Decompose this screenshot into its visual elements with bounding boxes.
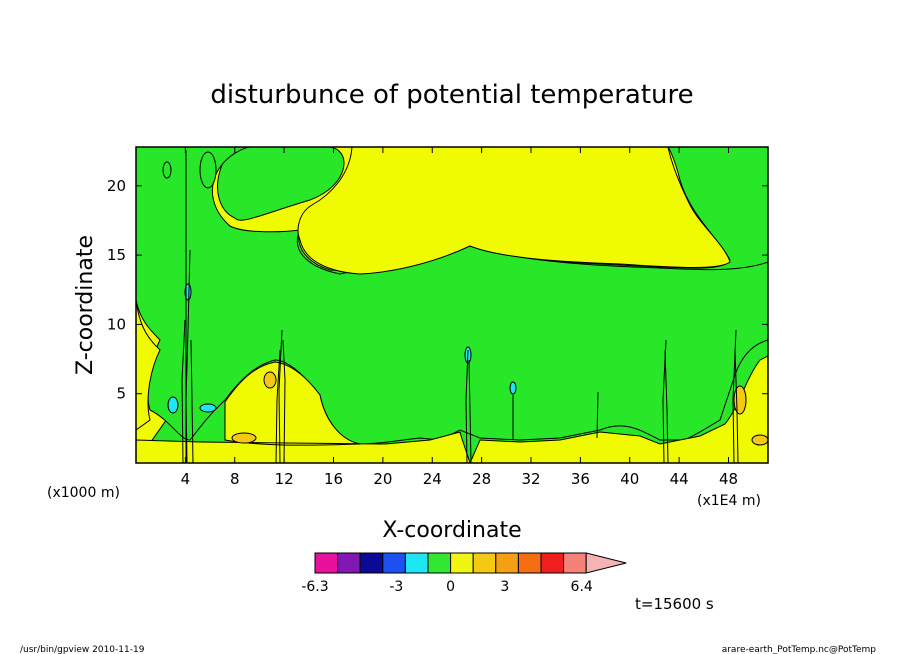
colorbar-box xyxy=(337,552,361,574)
plumes xyxy=(181,249,739,463)
colorbar-box xyxy=(314,552,339,574)
x-tick-label: 16 xyxy=(324,470,343,488)
colorbar-box xyxy=(495,552,519,574)
colorbar-box xyxy=(540,552,565,574)
y-tick-label: 5 xyxy=(116,385,126,403)
contour-region-upper-yellow xyxy=(297,147,731,275)
colorbar-tick-label: 3 xyxy=(500,579,509,595)
contour-region-bottom-yellow xyxy=(136,299,768,463)
colorbar-box xyxy=(517,552,542,574)
x-tick-label: 12 xyxy=(275,470,294,488)
y-tick-label: 15 xyxy=(107,246,126,264)
warm-blob xyxy=(263,371,277,389)
green-island xyxy=(162,161,172,179)
colorbar-box xyxy=(427,552,452,574)
colorbar xyxy=(314,552,627,574)
warm-blob xyxy=(231,432,257,444)
cool-blob xyxy=(167,396,179,414)
colorbar-arrow xyxy=(585,552,627,574)
x-unit-label: (x1000 m) xyxy=(47,485,120,501)
y-tick-label: 10 xyxy=(107,315,126,333)
footer-left: /usr/bin/gpview 2010-11-19 xyxy=(20,645,145,654)
colorbar-tick-label: 6.4 xyxy=(571,579,593,595)
colorbar-box xyxy=(404,552,429,574)
footer-right: arare-earth_PotTemp.nc@PotTemp xyxy=(722,645,877,654)
colorbar-box xyxy=(382,552,406,574)
x-scale-note: (x1E4 m) xyxy=(697,493,761,509)
colorbar-tick-label: 0 xyxy=(446,579,455,595)
colorbar-tick-label: -6.3 xyxy=(301,579,328,595)
x-tick-label: 8 xyxy=(230,470,240,488)
x-tick-label: 32 xyxy=(521,470,540,488)
colorbar-box xyxy=(472,552,497,574)
x-tick-label: 44 xyxy=(670,470,689,488)
colorbar-box xyxy=(563,552,587,574)
chart-title: disturbunce of potential temperature xyxy=(210,80,693,110)
y-tick-label: 20 xyxy=(107,177,126,195)
warm-blob xyxy=(751,434,768,446)
x-tick-label: 28 xyxy=(472,470,491,488)
y-axis-label: Z-coordinate xyxy=(73,235,98,375)
cool-blob xyxy=(199,403,217,413)
warm-blob xyxy=(733,385,747,415)
x-tick-label: 24 xyxy=(423,470,442,488)
x-tick-label: 36 xyxy=(571,470,590,488)
colorbar-box xyxy=(450,552,474,574)
colorbar-tick-label: -3 xyxy=(389,579,403,595)
colorbar-box xyxy=(359,552,384,574)
cool-blob xyxy=(509,381,517,395)
x-tick-label: 40 xyxy=(620,470,639,488)
x-axis-label: X-coordinate xyxy=(382,518,521,543)
x-tick-label: 20 xyxy=(373,470,392,488)
contour-region-lower-green xyxy=(136,147,768,445)
x-tick-label: 48 xyxy=(719,470,738,488)
green-island xyxy=(199,151,217,189)
x-axis-ticks: 4 8 12 16 20 24 28 32 36 40 44 48 xyxy=(181,147,738,488)
y-axis-ticks: 5 10 15 20 xyxy=(107,177,768,403)
x-tick-label: 4 xyxy=(181,470,191,488)
plot-frame xyxy=(135,146,769,464)
time-label: t=15600 s xyxy=(635,595,714,613)
colorbar-tick-labels: -6.3 -3 0 3 6.4 xyxy=(301,579,593,595)
contour-field xyxy=(136,147,768,463)
